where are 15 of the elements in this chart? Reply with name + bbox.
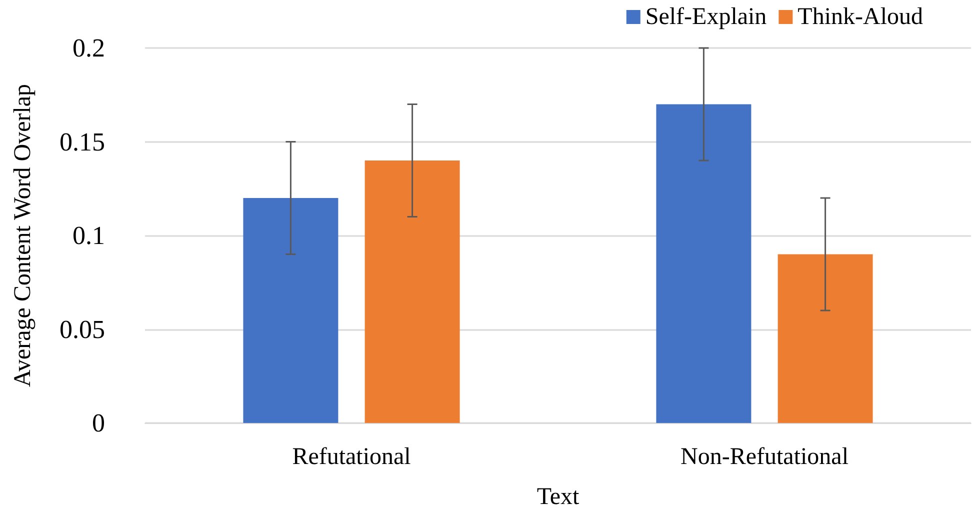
x-axis-title: Text [536,484,580,510]
bar [364,160,460,423]
legend-label: Think-Aloud [798,4,924,30]
legend-label: Self-Explain [645,4,767,30]
y-tick-label: 0.05 [60,314,105,344]
y-axis-title: Average Content Word Overlap [10,84,36,388]
x-tick-label: Refutational [292,444,412,470]
bar [243,198,338,423]
y-tick-label: 0 [92,408,105,438]
y-tick-label: 0.2 [72,34,105,62]
x-tick-label: Non-Refutational [680,444,849,470]
bar [656,104,752,423]
bar [778,254,873,423]
y-tick-label: 0.15 [60,127,105,156]
y-tick-label: 0.1 [72,221,105,250]
